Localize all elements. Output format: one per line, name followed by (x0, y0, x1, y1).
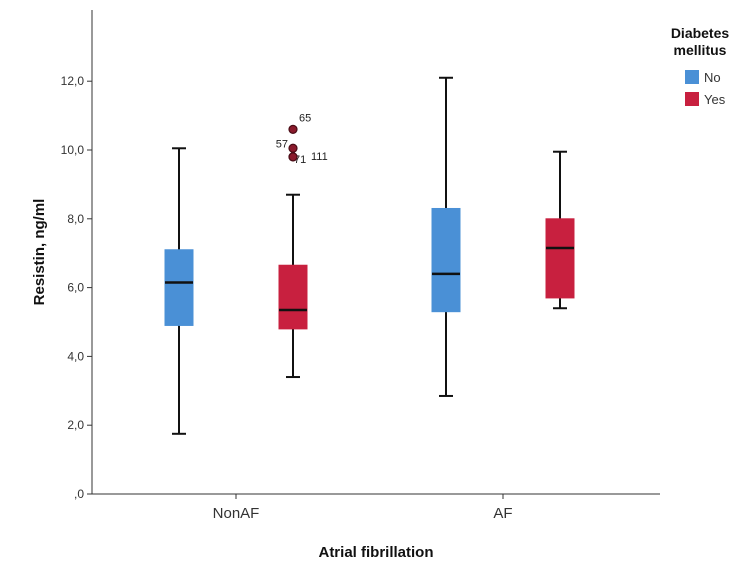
axes: Resistin, ng/ml Atrial fibrillation ,0 2,… (31, 10, 660, 561)
outlier-point (288, 152, 298, 162)
legend-label-yes: Yes (704, 92, 726, 107)
x-tick-label: NonAF (213, 505, 260, 522)
box-yes-af (545, 150, 575, 310)
iqr-box (545, 218, 575, 299)
legend-swatch-no (685, 70, 699, 84)
outlier-point (288, 124, 298, 134)
box-no-nonaf (164, 147, 194, 435)
iqr-box (278, 264, 308, 330)
y-axis-title: Resistin, ng/ml (31, 199, 48, 306)
outlier-label: 111 (311, 151, 328, 163)
legend-title-line2: mellitus (674, 42, 727, 58)
outlier-label: 65 (299, 112, 311, 124)
y-tick-label: 4,0 (67, 349, 84, 363)
y-tick-label: 6,0 (67, 281, 84, 295)
x-axis-title: Atrial fibrillation (318, 544, 433, 561)
y-tick-label: ,0 (74, 487, 84, 501)
outlier-label: 57 (276, 138, 288, 150)
y-tick-label: 2,0 (67, 418, 84, 432)
y-tick-label: 12,0 (61, 74, 85, 88)
y-tick-label: 10,0 (61, 143, 85, 157)
iqr-box (164, 249, 194, 326)
legend: Diabetes mellitus No Yes (671, 25, 730, 107)
outlier-point (288, 143, 298, 153)
x-tick-label: AF (493, 505, 512, 522)
legend-swatch-yes (685, 92, 699, 106)
y-tick-label: 8,0 (67, 212, 84, 226)
iqr-box (431, 207, 461, 313)
box-no-af (431, 76, 461, 397)
legend-label-no: No (704, 70, 721, 85)
legend-title-line1: Diabetes (671, 25, 730, 41)
